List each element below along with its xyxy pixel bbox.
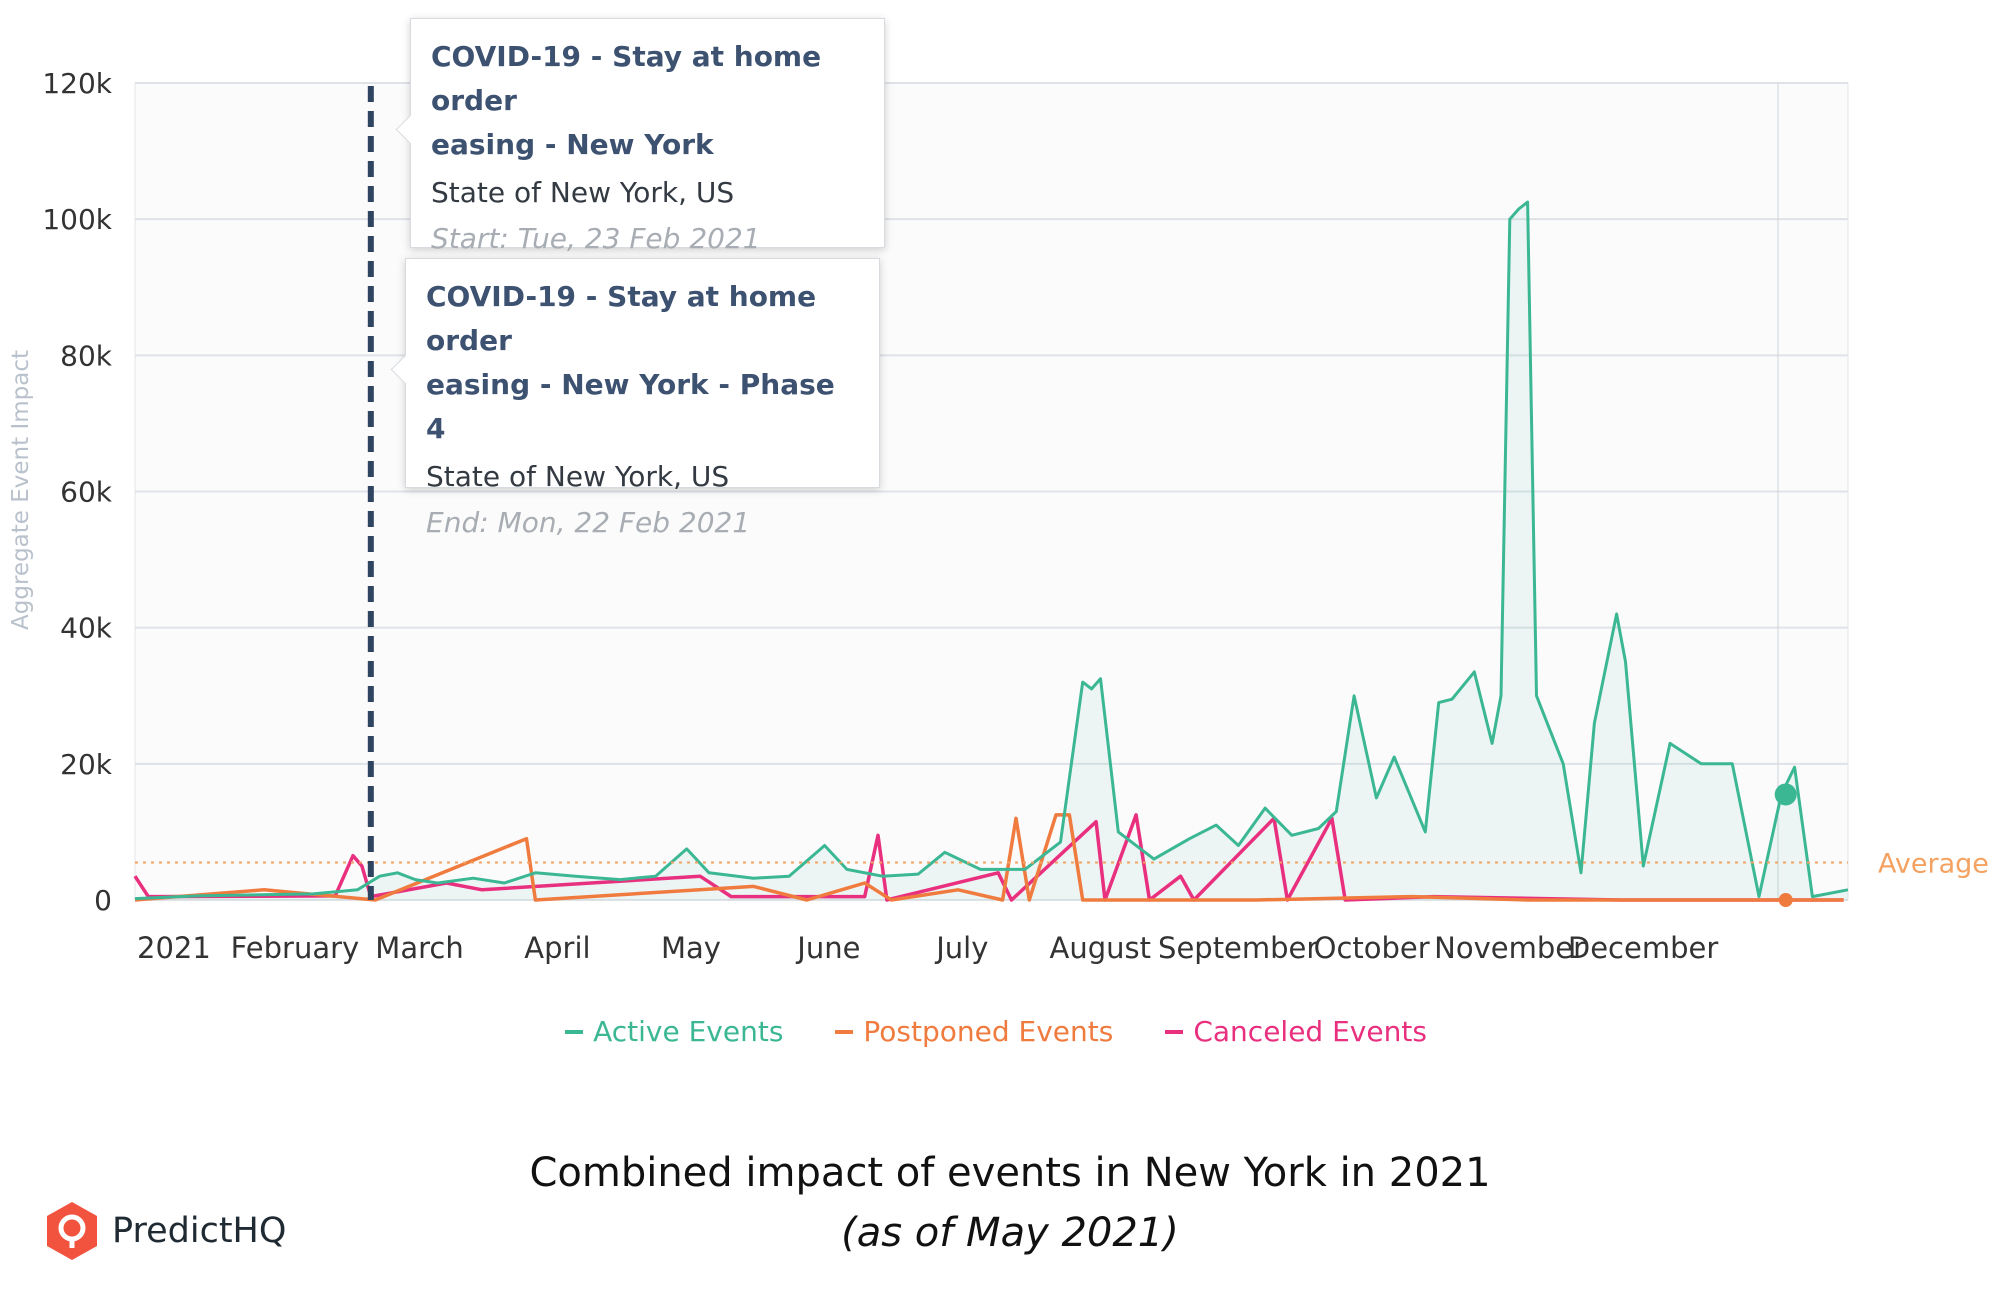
y-tick-label: 20k bbox=[60, 748, 113, 781]
y-tick-label: 120k bbox=[42, 67, 112, 100]
tooltip-title-line: easing - New York bbox=[431, 128, 714, 161]
y-tick-label: 40k bbox=[60, 612, 113, 645]
brand: PredictHQ bbox=[44, 1200, 286, 1262]
event-tooltip-end: COVID-19 - Stay at home order easing - N… bbox=[390, 258, 880, 539]
tooltip-title: COVID-19 - Stay at home order easing - N… bbox=[426, 275, 859, 451]
legend-swatch bbox=[1165, 1029, 1184, 1034]
legend-item-canceled[interactable]: Canceled Events bbox=[1165, 1015, 1427, 1048]
event-tooltip-start: COVID-19 - Stay at home order easing - N… bbox=[395, 18, 885, 255]
y-tick-label: 60k bbox=[60, 476, 113, 509]
legend-label: Active Events bbox=[593, 1015, 784, 1048]
y-axis: 0 20k 40k 60k 80k 100k 120k bbox=[42, 67, 112, 917]
series-line-active-events[interactable] bbox=[134, 200, 1849, 901]
legend-item-active[interactable]: Active Events bbox=[565, 1015, 783, 1048]
legend-label: Postponed Events bbox=[863, 1015, 1114, 1048]
x-axis: 2021 February March April May June July August S… bbox=[137, 931, 1718, 965]
x-tick-label: August bbox=[1050, 931, 1152, 965]
legend-item-postponed[interactable]: Postponed Events bbox=[835, 1015, 1113, 1048]
endpoint-marker bbox=[1774, 783, 1797, 806]
tooltip-location: State of New York, US bbox=[426, 460, 730, 493]
tooltip-title: COVID-19 - Stay at home order easing - N… bbox=[431, 35, 864, 167]
endpoint-markers bbox=[1774, 783, 1797, 907]
x-tick-label: June bbox=[795, 931, 860, 965]
x-tick-label: September bbox=[1158, 931, 1318, 965]
caption-subtitle: (as of May 2021) bbox=[841, 1210, 1179, 1256]
average-label: Average bbox=[1878, 849, 1989, 880]
tooltip-date: Start: Tue, 23 Feb 2021 bbox=[431, 222, 761, 255]
legend: Active Events Postponed Events Canceled … bbox=[0, 1015, 1992, 1048]
x-tick-label: May bbox=[661, 931, 721, 965]
tooltip-title-line: COVID-19 - Stay at home order bbox=[426, 280, 817, 357]
endpoint-marker bbox=[1778, 893, 1793, 907]
legend-swatch bbox=[565, 1029, 584, 1034]
legend-label: Canceled Events bbox=[1193, 1015, 1427, 1048]
x-tick-label: October bbox=[1314, 931, 1430, 965]
tooltip-location: State of New York, US bbox=[431, 176, 735, 209]
x-tick-label: February bbox=[231, 931, 360, 965]
tooltip-title-line: COVID-19 - Stay at home order bbox=[431, 40, 822, 117]
tooltip-date: End: Mon, 22 Feb 2021 bbox=[426, 506, 751, 539]
series-area-active-events bbox=[135, 202, 1848, 901]
series-line-postponed-events[interactable] bbox=[134, 813, 1844, 902]
predicthq-logo-icon bbox=[47, 1202, 97, 1260]
legend-swatch bbox=[835, 1029, 854, 1034]
x-tick-label: November bbox=[1434, 931, 1585, 965]
y-axis-label: Aggregate Event Impact bbox=[8, 350, 34, 630]
y-tick-label: 0 bbox=[94, 884, 112, 917]
tooltip-title-line: easing - New York - Phase 4 bbox=[426, 368, 835, 445]
caption-title: Combined impact of events in New York in… bbox=[529, 1150, 1491, 1196]
y-tick-label: 100k bbox=[42, 203, 112, 236]
x-tick-label: December bbox=[1568, 931, 1718, 965]
x-tick-label: 2021 bbox=[137, 931, 211, 965]
brand-name: PredictHQ bbox=[112, 1211, 287, 1251]
x-tick-label: April bbox=[524, 931, 590, 965]
x-tick-label: July bbox=[934, 931, 988, 965]
y-tick-label: 80k bbox=[60, 339, 113, 372]
x-tick-label: March bbox=[375, 931, 463, 965]
series-layer bbox=[133, 200, 1849, 902]
